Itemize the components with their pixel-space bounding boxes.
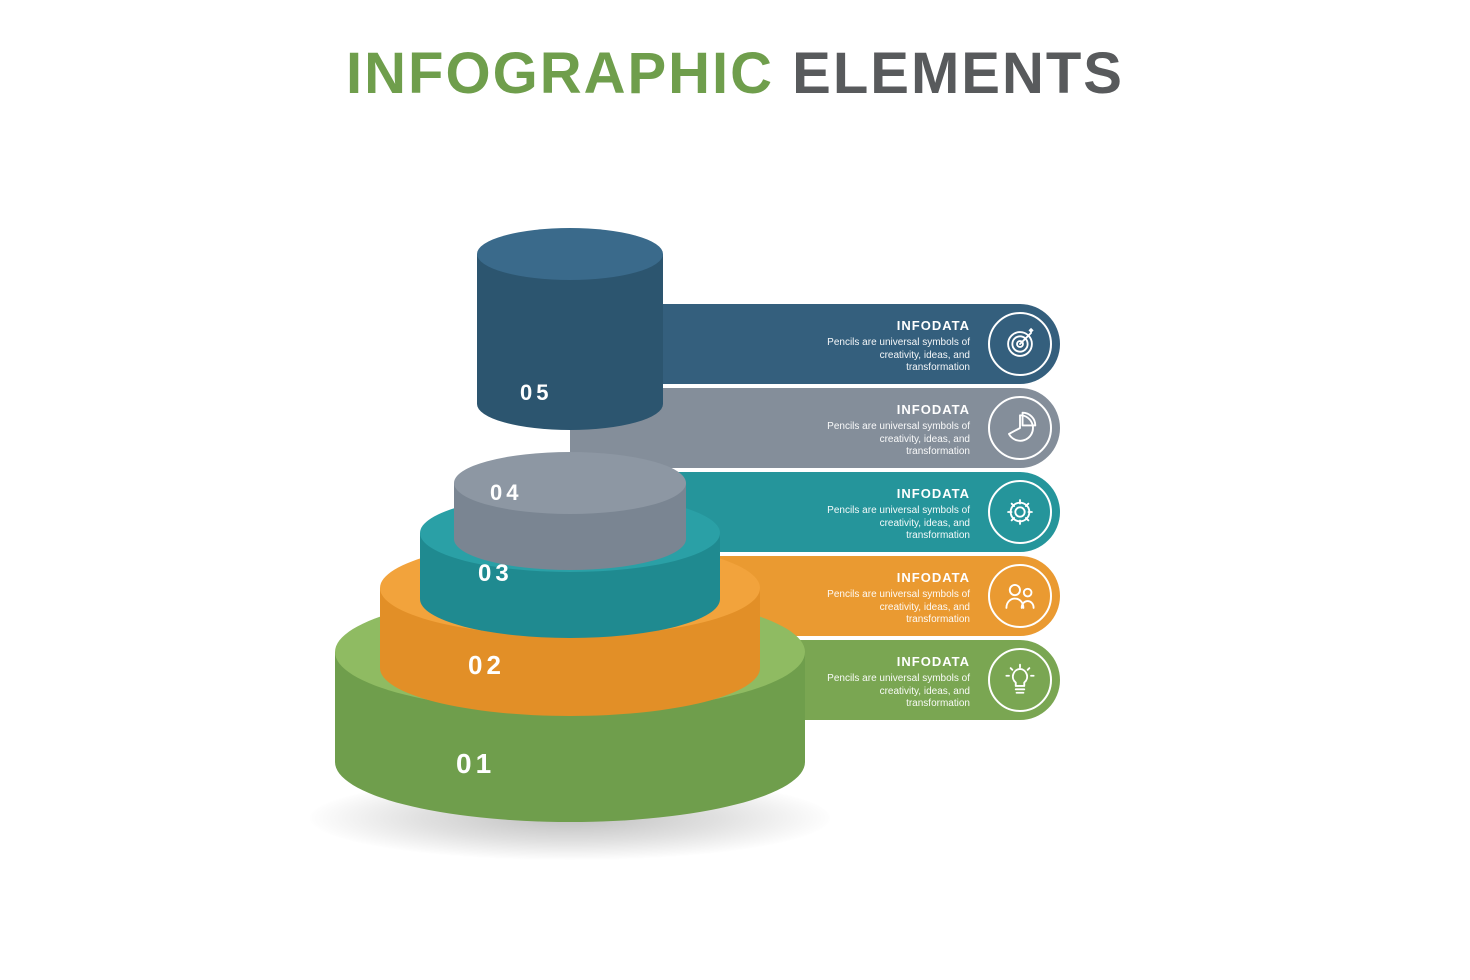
info-bar-text-05: INFODATA Pencils are universal symbols of… [820,318,970,375]
layer-number-02: 02 [468,650,505,681]
info-bar-text-01: INFODATA Pencils are universal symbols of… [820,654,970,711]
layer-number-05: 05 [520,380,552,406]
title-word-1: INFOGRAPHIC [346,41,774,106]
info-bar-desc: Pencils are universal symbols of creativ… [820,589,970,627]
info-bar-text-03: INFODATA Pencils are universal symbols of… [820,486,970,543]
info-bar-text-04: INFODATA Pencils are universal symbols of… [820,402,970,459]
layer-number-04: 04 [490,480,522,506]
pie-icon [988,396,1052,460]
info-bar-desc: Pencils are universal symbols of creativ… [820,505,970,543]
gear-icon [988,480,1052,544]
info-bar-heading: INFODATA [820,486,970,501]
people-icon [988,564,1052,628]
info-bar-heading: INFODATA [820,318,970,333]
info-bar-desc: Pencils are universal symbols of creativ… [820,421,970,459]
info-bar-desc: Pencils are universal symbols of creativ… [820,337,970,375]
info-bar-text-02: INFODATA Pencils are universal symbols of… [820,570,970,627]
title-word-2: ELEMENTS [792,41,1124,106]
infographic-stage: INFOGRAPHIC ELEMENTS INFODATA Pencils are… [0,0,1470,980]
info-bar-heading: INFODATA [820,402,970,417]
info-bar-desc: Pencils are universal symbols of creativ… [820,673,970,711]
info-bar-heading: INFODATA [820,570,970,585]
target-icon [988,312,1052,376]
info-bar-heading: INFODATA [820,654,970,669]
layer-number-01: 01 [456,748,495,780]
page-title: INFOGRAPHIC ELEMENTS [0,40,1470,107]
bulb-icon [988,648,1052,712]
